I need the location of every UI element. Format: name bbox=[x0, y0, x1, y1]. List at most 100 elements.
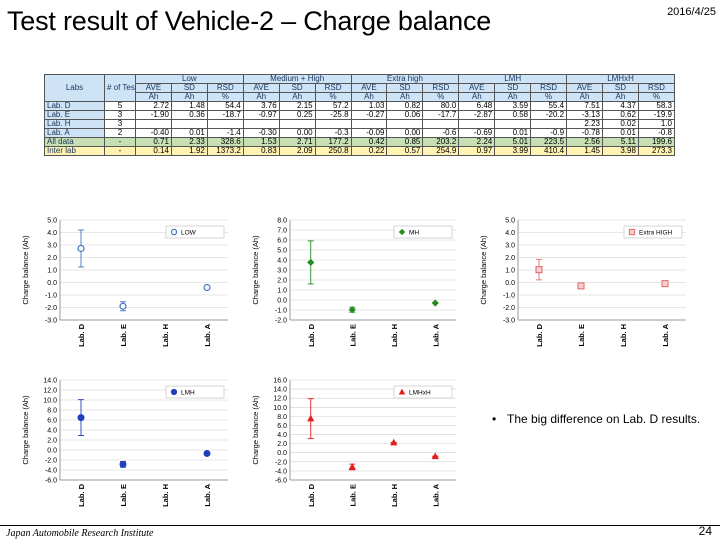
table-cell: -25.8 bbox=[314, 110, 352, 120]
table-cell: 1.92 bbox=[170, 146, 208, 156]
y-axis-label: Charge balance (Ah) bbox=[21, 235, 30, 305]
sub-header: RSD bbox=[422, 83, 460, 93]
legend-label: Extra HIGH bbox=[639, 230, 673, 237]
table-cell: 3.98 bbox=[601, 146, 639, 156]
table-cell: 55.4 bbox=[530, 101, 568, 111]
table-cell: 273.3 bbox=[637, 146, 676, 156]
table-cell: 1.48 bbox=[170, 101, 208, 111]
sub-header: SD bbox=[386, 83, 424, 93]
x-tick-label: Lab. D bbox=[535, 323, 544, 347]
sub-header: SD bbox=[170, 83, 208, 93]
y-tick-label: 4.0 bbox=[277, 258, 287, 265]
footer-organization: Japan Automobile Research Institute bbox=[6, 528, 154, 539]
y-tick-label: 2.0 bbox=[47, 255, 57, 262]
sub-header: AVE bbox=[350, 83, 388, 93]
table-cell: 2.72 bbox=[135, 101, 172, 111]
data-point bbox=[203, 283, 211, 292]
table-cell: -0.69 bbox=[458, 128, 496, 138]
x-tick-label: Lab. A bbox=[203, 483, 212, 506]
table-cell: 0.82 bbox=[386, 101, 424, 111]
unit-header: Ah bbox=[350, 92, 388, 102]
table-cell bbox=[530, 119, 568, 129]
unit-header: Ah bbox=[458, 92, 496, 102]
unit-header: % bbox=[314, 92, 352, 102]
ntest-header: # of Test bbox=[104, 74, 136, 102]
y-tick-label: -6.0 bbox=[275, 478, 287, 485]
sub-header: AVE bbox=[566, 83, 603, 93]
table-cell bbox=[314, 119, 352, 129]
data-point bbox=[307, 414, 315, 422]
legend-label: LMHxH bbox=[409, 390, 431, 397]
chart-lmh: 14.0 12.0 10.0 8.0 6.0 4.0 2.0 0.0 -2.0 -4.0 -6.0 C… bbox=[18, 372, 238, 520]
table-cell: -0.6 bbox=[422, 128, 460, 138]
legend-box bbox=[393, 225, 453, 239]
table-cell: 2.24 bbox=[458, 137, 496, 147]
table-cell: 2.56 bbox=[566, 137, 603, 147]
test-count: 3 bbox=[104, 110, 136, 120]
unit-header: Ah bbox=[278, 92, 316, 102]
table-cell: 0.01 bbox=[601, 128, 639, 138]
y-tick-label: 2.0 bbox=[277, 441, 287, 448]
y-tick-label: 4.0 bbox=[277, 432, 287, 439]
page-number: 24 bbox=[698, 524, 712, 538]
x-tick-label: Lab. D bbox=[77, 323, 86, 347]
table-cell: 177.2 bbox=[314, 137, 352, 147]
y-tick-label: 0.0 bbox=[505, 280, 515, 287]
data-point bbox=[431, 299, 439, 307]
y-tick-label: 4.0 bbox=[505, 230, 515, 237]
legend-label: MH bbox=[409, 230, 419, 237]
y-axis-label: Charge balance (Ah) bbox=[21, 395, 30, 465]
table-cell: 0.00 bbox=[386, 128, 424, 138]
table-cell bbox=[135, 119, 172, 129]
y-tick-label: 5.0 bbox=[277, 248, 287, 255]
table-cell: 2.71 bbox=[278, 137, 316, 147]
sub-header: AVE bbox=[458, 83, 496, 93]
x-tick-label: Lab. E bbox=[348, 484, 357, 507]
x-tick-label: Lab. E bbox=[119, 484, 128, 507]
table-cell: 0.71 bbox=[135, 137, 172, 147]
data-point bbox=[535, 266, 543, 274]
group-header: Extra high bbox=[350, 74, 460, 84]
sub-header: RSD bbox=[314, 83, 352, 93]
lab-name: Inter lab bbox=[44, 146, 105, 156]
data-point bbox=[203, 449, 211, 457]
test-count: - bbox=[104, 137, 136, 147]
y-tick-label: 6.0 bbox=[277, 238, 287, 245]
unit-header: Ah bbox=[242, 92, 280, 102]
unit-header: % bbox=[206, 92, 244, 102]
table-cell: 328.6 bbox=[206, 137, 244, 147]
table-cell bbox=[350, 119, 388, 129]
table-cell: 0.36 bbox=[170, 110, 208, 120]
y-tick-label: -2.0 bbox=[275, 459, 287, 466]
unit-header: Ah bbox=[566, 92, 603, 102]
table-cell bbox=[422, 119, 460, 129]
table-cell: -0.27 bbox=[350, 110, 388, 120]
unit-header: % bbox=[637, 92, 676, 102]
y-tick-label: 12.0 bbox=[273, 396, 287, 403]
data-point bbox=[77, 244, 85, 253]
table-cell: -0.09 bbox=[350, 128, 388, 138]
sub-header: RSD bbox=[206, 83, 244, 93]
table-row: All data -0.71 2.33 328.6 1.53 2.71 177.2 0.42 0… bbox=[44, 137, 676, 147]
data-point bbox=[431, 452, 439, 460]
unit-header: Ah bbox=[601, 92, 639, 102]
table-cell: 2.23 bbox=[566, 119, 603, 129]
x-tick-label: Lab. A bbox=[203, 323, 212, 346]
x-tick-label: Lab. D bbox=[307, 483, 316, 507]
test-count: 3 bbox=[104, 119, 136, 129]
y-tick-label: -1.0 bbox=[275, 308, 287, 315]
legend-marker bbox=[170, 228, 178, 236]
y-tick-label: 5.0 bbox=[505, 218, 515, 225]
y-axis-label: Charge balance (Ah) bbox=[251, 395, 260, 465]
y-tick-label: -4.0 bbox=[275, 468, 287, 475]
results-table: Labs # of Test Low Medium + High Extra high L… bbox=[44, 74, 676, 156]
group-header: Medium + High bbox=[242, 74, 352, 84]
table-cell: 0.42 bbox=[350, 137, 388, 147]
table-cell: -19.9 bbox=[637, 110, 676, 120]
chart-svg: 5.0 4.0 3.0 2.0 1.0 0.0 -1.0 -2.0 -3.0 Charge bal… bbox=[479, 218, 686, 347]
y-tick-label: -2.0 bbox=[503, 305, 515, 312]
x-tick-label: Lab. E bbox=[119, 324, 128, 347]
y-tick-label: 1.0 bbox=[277, 288, 287, 295]
x-tick-label: Lab. E bbox=[348, 324, 357, 347]
table-cell: 0.14 bbox=[135, 146, 172, 156]
